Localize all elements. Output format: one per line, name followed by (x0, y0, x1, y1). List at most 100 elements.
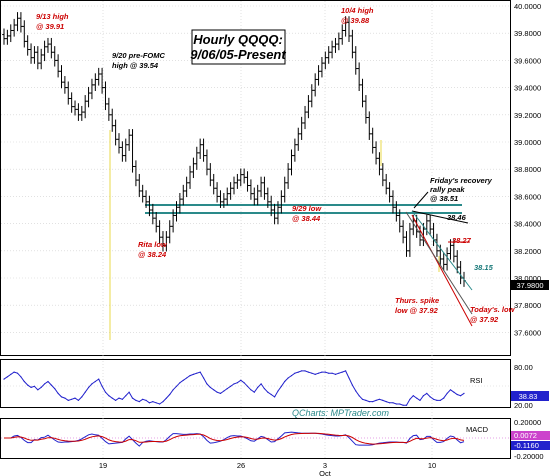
macd-value-box-2 (511, 441, 550, 450)
rsi-point (382, 399, 384, 401)
rsi-point (209, 386, 211, 388)
rsi-point (64, 397, 66, 399)
rsi-point (13, 371, 15, 373)
rsi-point (436, 399, 438, 401)
rsi-points (3, 370, 465, 406)
annotation-pre-fomc-l2: high @ 39.54 (112, 61, 159, 70)
annotation-9-13-high-l2: @ 39.91 (36, 22, 64, 31)
rsi-point (37, 389, 39, 391)
channel-lower-red (411, 214, 473, 327)
rsi-point (172, 389, 174, 391)
price-tick-label: 39.6000 (514, 56, 541, 65)
rsi-point (260, 383, 262, 385)
macd-value-1: 0.0072 (514, 431, 537, 440)
rsi-point (446, 392, 448, 394)
rsi-point (263, 388, 265, 390)
date-tick-sublabel: Oct (319, 469, 332, 476)
rsi-point (331, 372, 333, 374)
rsi-point (250, 389, 252, 391)
annotation-rita-low-l2: @ 38.24 (138, 250, 167, 259)
rsi-point (429, 396, 431, 398)
price-tick-label: 37.8000 (514, 301, 541, 310)
price-tick-label: 37.6000 (514, 328, 541, 337)
rsi-point (243, 382, 245, 384)
rsi-point (10, 373, 12, 375)
title-box (191, 29, 286, 65)
rsi-point (324, 371, 326, 373)
annotation-todays-low-l1: Today's. low (470, 305, 516, 314)
annotation-rita-low-l1: Rita low (138, 240, 168, 249)
annotation-thurs-spike-l2: low @ 37.92 (395, 306, 439, 315)
rsi-point (338, 372, 340, 374)
rsi-point (267, 391, 269, 393)
annotation-todays-low-l2: @ 37.92 (470, 315, 499, 324)
rsi-point (439, 399, 441, 401)
annotation-9-29-low-l1: 9/29 low (292, 204, 322, 213)
rsi-point (206, 383, 208, 385)
rsi-point (419, 399, 421, 401)
rsi-point (368, 401, 370, 403)
rsi-point (240, 379, 242, 381)
rsi-point (453, 391, 455, 393)
rsi-point (71, 398, 73, 400)
rsi-point (351, 384, 353, 386)
rsi-point (182, 379, 184, 381)
friday-arrow (413, 191, 429, 209)
rsi-point (216, 391, 218, 393)
rsi-point (257, 386, 259, 388)
rsi-point (138, 401, 140, 403)
rsi-point (348, 377, 350, 379)
rsi-point (290, 375, 293, 377)
rsi-point (463, 392, 465, 394)
rsi-point (20, 376, 22, 378)
rsi-point (358, 395, 360, 397)
date-tick-label: 3 (323, 461, 327, 470)
rsi-point (74, 397, 76, 399)
annotation-friday-l1: Friday's recovery (430, 176, 493, 185)
rsi-point (284, 380, 286, 383)
rsi-point (67, 399, 69, 401)
rsi-point (54, 388, 56, 390)
price-bars (2, 12, 466, 287)
rsi-point (16, 372, 19, 374)
annotation-38-46: 38.46 (447, 213, 467, 222)
rsi-tick-20: 20.00 (514, 401, 533, 410)
rsi-point (152, 401, 154, 403)
rsi-point (274, 396, 276, 398)
rsi-point (213, 389, 215, 391)
rsi-point (50, 384, 53, 386)
rsi-point (131, 397, 134, 399)
rsi-point (128, 391, 130, 393)
rsi-point (81, 396, 83, 398)
watermark: QCharts: MPTrader.com (292, 408, 390, 418)
rsi-point (203, 377, 205, 379)
rsi-point (104, 391, 107, 393)
rsi-point (77, 399, 79, 401)
last-price-box (511, 280, 549, 290)
price-tick-label: 39.0000 (514, 138, 541, 147)
rsi-point (57, 392, 59, 394)
rsi-point (236, 382, 238, 384)
rsi-point (416, 397, 418, 399)
rsi-point (378, 398, 380, 400)
rsi-point (341, 371, 343, 373)
rsi-point (162, 401, 164, 403)
macd-line (4, 431, 465, 447)
rsi-point (409, 398, 411, 400)
rsi-point (395, 403, 397, 405)
rsi-value: 38.83 (519, 392, 538, 401)
rsi-point (456, 393, 458, 396)
chart-title-line1: Hourly QQQQ: (193, 32, 283, 47)
rsi-point (118, 397, 120, 399)
rsi-point (297, 371, 299, 373)
macd-tick-bottom: -0.20000 (514, 452, 544, 461)
rsi-point (111, 397, 113, 399)
date-tick-label: 26 (237, 461, 245, 470)
rsi-point (88, 386, 90, 388)
rsi-point (253, 391, 255, 393)
rsi-point (108, 395, 110, 397)
rsi-point (84, 391, 86, 393)
